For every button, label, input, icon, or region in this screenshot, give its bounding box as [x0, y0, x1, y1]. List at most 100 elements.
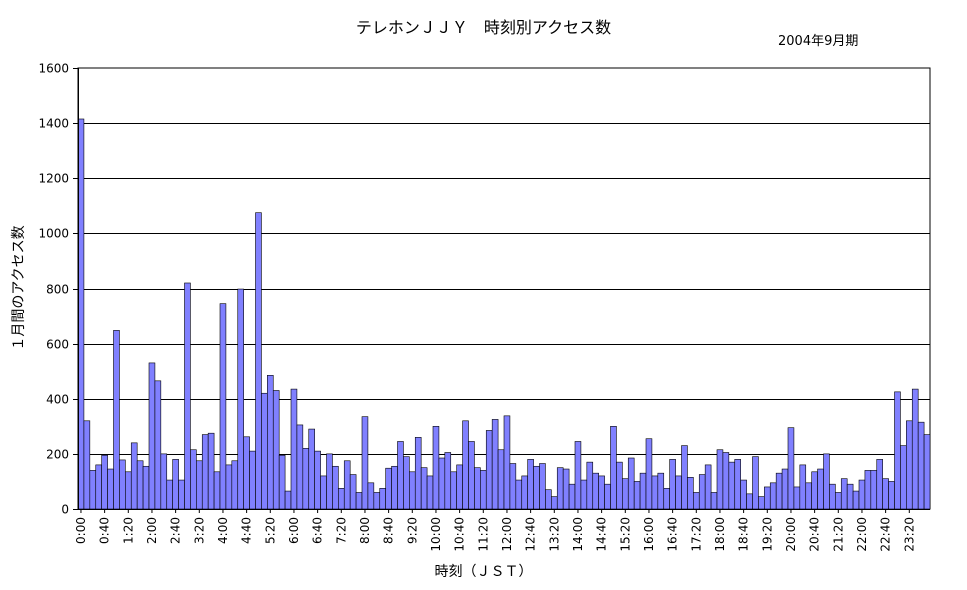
- bar: [775, 472, 783, 510]
- bar: [746, 493, 753, 510]
- y-tick-label: 0: [61, 503, 69, 517]
- bar: [781, 468, 789, 510]
- x-tick-label: 10:00: [429, 517, 443, 552]
- x-tick-label: 7:20: [334, 517, 348, 544]
- bar: [586, 461, 594, 510]
- bar: [379, 488, 386, 510]
- x-tick-label: 22:40: [879, 517, 893, 552]
- bar: [426, 475, 434, 510]
- bar: [361, 416, 369, 510]
- bar: [83, 420, 91, 510]
- bar: [769, 482, 777, 510]
- bar: [272, 390, 280, 510]
- bar: [675, 475, 682, 510]
- bar: [213, 471, 221, 510]
- bar: [474, 467, 481, 510]
- bar: [296, 424, 304, 510]
- bar: [645, 438, 653, 510]
- bar: [355, 492, 363, 510]
- bar: [716, 449, 724, 510]
- bar: [420, 467, 428, 510]
- bar: [480, 470, 487, 510]
- bar: [95, 464, 102, 510]
- bar: [657, 472, 665, 510]
- bar: [663, 488, 670, 510]
- axes: [73, 68, 930, 513]
- bar: [101, 454, 108, 510]
- x-tick-label: 22:00: [855, 517, 869, 552]
- x-tick-label: 21:20: [831, 517, 845, 552]
- bar: [693, 492, 700, 510]
- bar: [610, 426, 617, 510]
- bar: [326, 453, 333, 510]
- bar: [704, 464, 712, 510]
- bar: [414, 437, 422, 510]
- bar: [154, 380, 162, 510]
- x-tick-label: 2:40: [169, 517, 183, 544]
- bar: [669, 459, 676, 510]
- bar: [391, 465, 398, 510]
- bar: [485, 430, 493, 510]
- x-tick-label: 3:20: [192, 517, 206, 544]
- bar: [503, 415, 511, 510]
- bar: [870, 470, 878, 510]
- x-tick-label: 20:40: [808, 517, 822, 552]
- bar: [835, 492, 842, 510]
- bar: [225, 464, 233, 510]
- y-tick-label: 800: [46, 283, 69, 297]
- bar: [497, 449, 505, 510]
- x-tick-label: 2:00: [145, 517, 159, 544]
- bar: [858, 479, 866, 510]
- bar: [509, 463, 517, 510]
- bar: [681, 445, 688, 510]
- bar: [722, 452, 730, 510]
- x-tick-label: 19:20: [760, 517, 774, 552]
- bar: [184, 282, 191, 510]
- bar: [627, 457, 635, 510]
- bar: [787, 427, 795, 510]
- bar: [764, 486, 771, 510]
- x-tick-label: 17:20: [689, 517, 703, 552]
- bar: [864, 470, 872, 510]
- bar: [190, 449, 197, 510]
- bar: [166, 479, 173, 510]
- x-tick-label: 16:00: [642, 517, 656, 552]
- bar: [491, 419, 499, 510]
- x-tick-label: 14:00: [571, 517, 585, 552]
- bar: [728, 461, 736, 510]
- bar: [852, 490, 860, 510]
- bar: [107, 468, 114, 510]
- bar: [249, 450, 256, 510]
- x-tick-label: 6:40: [311, 517, 325, 544]
- bar: [207, 432, 215, 510]
- bar: [438, 457, 446, 510]
- bar: [811, 471, 818, 510]
- bar: [651, 475, 659, 510]
- bar: [598, 475, 605, 510]
- bar: [799, 464, 807, 510]
- bar: [539, 463, 546, 510]
- x-tick-label: 4:40: [240, 517, 254, 544]
- x-tick-labels: 0:00 0:40 1:20 2:00 2:40 3:20 4:00 4:40 5:20 6:00…: [74, 517, 916, 552]
- y-tick-label: 1600: [38, 62, 69, 76]
- x-tick-label: 14:40: [595, 517, 609, 552]
- bar: [148, 362, 156, 510]
- bar: [580, 479, 588, 510]
- bar: [142, 465, 150, 510]
- bar: [367, 482, 375, 510]
- bar: [639, 472, 647, 510]
- y-tick-label: 200: [46, 448, 69, 462]
- bar: [740, 479, 747, 510]
- x-tick-label: 0:40: [98, 517, 112, 544]
- bar: [521, 475, 528, 510]
- bar: [604, 483, 611, 510]
- chart-subtitle: 2004年9月期: [778, 34, 859, 49]
- bar: [373, 492, 381, 510]
- x-tick-label: 11:20: [476, 517, 490, 552]
- y-tick-label: 1000: [38, 227, 69, 241]
- bar: [267, 375, 274, 510]
- bar: [894, 391, 901, 510]
- bar: [758, 496, 765, 510]
- x-tick-label: 6:00: [287, 517, 301, 544]
